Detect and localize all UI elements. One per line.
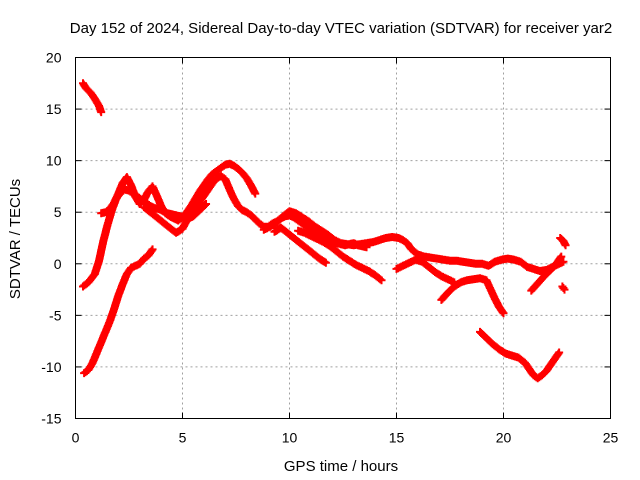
- series-track-g: [270, 223, 330, 267]
- x-axis-label: GPS time / hours: [284, 458, 398, 475]
- series-markers: [476, 327, 564, 383]
- series-track-k: [476, 327, 564, 383]
- y-tick-labels: -15 -10 -5 0 5 10 15 20: [41, 50, 61, 427]
- x-tick-label: 25: [603, 430, 619, 446]
- x-tick-label: 20: [496, 430, 512, 446]
- x-tick-labels: 0 5 10 15 20 25: [72, 430, 619, 446]
- y-tick-label: 10: [46, 153, 62, 169]
- series-track-j: [437, 274, 508, 318]
- chart-title: Day 152 of 2024, Sidereal Day-to-day VTE…: [70, 20, 612, 37]
- y-tick-label: -15: [41, 411, 61, 427]
- series-track-n: [558, 282, 569, 294]
- y-tick-label: 0: [54, 256, 62, 272]
- y-tick-label: -10: [41, 359, 61, 375]
- series-markers: [97, 159, 260, 225]
- series-markers: [437, 274, 508, 318]
- series-track-l: [527, 252, 566, 295]
- y-tick-label: -5: [49, 307, 62, 323]
- series-markers: [527, 252, 566, 295]
- series-track-m: [556, 234, 570, 250]
- series-markers: [558, 282, 569, 294]
- plot-frame: [75, 57, 611, 419]
- x-tick-label: 5: [179, 430, 187, 446]
- x-tick-label: 0: [72, 430, 80, 446]
- series-track-a: [79, 79, 106, 117]
- series-track-i: [392, 255, 459, 287]
- y-axis-label: SDTVAR / TECUs: [7, 179, 24, 299]
- y-tick-label: 20: [46, 50, 62, 66]
- data-points: [79, 79, 570, 383]
- series-markers: [392, 255, 459, 287]
- y-tick-label: 15: [46, 101, 62, 117]
- x-tick-label: 15: [389, 430, 405, 446]
- series-track-d: [97, 159, 260, 225]
- series-markers: [294, 226, 386, 285]
- series-track-f: [259, 207, 568, 275]
- series-markers: [270, 223, 330, 267]
- series-markers: [556, 234, 570, 250]
- series-markers: [80, 245, 157, 378]
- series-markers: [79, 79, 106, 117]
- y-tick-label: 5: [54, 204, 62, 220]
- series-track-h: [294, 226, 386, 285]
- x-tick-label: 10: [282, 430, 298, 446]
- series-markers: [259, 207, 568, 275]
- series-track-c: [80, 245, 157, 378]
